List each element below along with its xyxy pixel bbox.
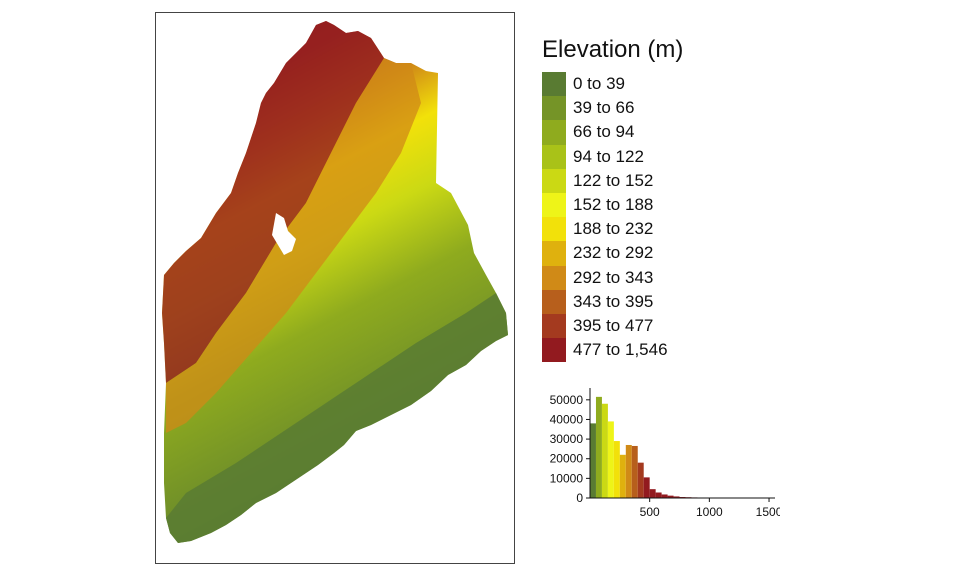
legend-label: 477 to 1,546 [573, 340, 668, 360]
legend-label: 232 to 292 [573, 243, 654, 263]
legend-label: 39 to 66 [573, 98, 635, 118]
legend-item: 66 to 94 [542, 120, 683, 145]
legend-item: 0 to 39 [542, 72, 683, 97]
legend-swatch [542, 241, 566, 266]
histogram-bar [590, 423, 596, 498]
legend-swatch [542, 289, 566, 314]
legend-item: 395 to 477 [542, 313, 683, 339]
legend-swatch [542, 72, 566, 97]
legend-swatch [542, 96, 566, 121]
legend-label: 188 to 232 [573, 219, 654, 239]
legend-label: 0 to 39 [573, 74, 625, 94]
legend-item: 477 to 1,546 [542, 338, 683, 363]
histogram-bar [637, 462, 644, 498]
legend: Elevation (m) 0 to 39 39 to 66 66 to 94 94 … [542, 36, 684, 363]
map-frame [155, 12, 515, 564]
histogram-bar [595, 396, 602, 498]
legend-swatch [542, 144, 566, 169]
legend-label: 152 to 188 [573, 195, 654, 215]
legend-label: 94 to 122 [573, 146, 644, 166]
legend-label: 292 to 343 [573, 267, 654, 287]
y-tick-label: 10000 [550, 471, 584, 485]
western-highlands [162, 21, 384, 383]
x-tick-label: 1000 [696, 505, 723, 519]
legend-item: 343 to 395 [542, 289, 683, 314]
histogram-bar [625, 444, 632, 498]
legend-swatch [542, 313, 566, 339]
y-tick-label: 30000 [550, 432, 584, 446]
x-tick-label: 500 [640, 505, 660, 519]
y-tick-label: 20000 [550, 452, 584, 466]
legend-swatch [542, 217, 566, 242]
histogram-bar [667, 495, 674, 498]
y-tick-label: 40000 [550, 412, 584, 426]
legend-swatch [542, 338, 566, 363]
legend-label: 66 to 94 [573, 122, 635, 142]
histogram-bar [643, 477, 650, 498]
histogram-bar [673, 496, 680, 498]
legend-swatch [542, 265, 566, 290]
elevation-map [162, 21, 508, 543]
legend-item: 152 to 188 [542, 192, 683, 218]
legend-label: 343 to 395 [573, 291, 654, 311]
y-tick-label: 0 [576, 491, 583, 505]
histogram-bar [631, 445, 638, 498]
legend-label: 122 to 152 [573, 170, 654, 190]
histogram-bar [661, 494, 668, 498]
histogram-bar [655, 492, 662, 498]
legend-item: 94 to 122 [542, 144, 683, 169]
moosehead-lake [272, 213, 296, 255]
histogram-bar [607, 421, 614, 498]
histogram-bar [601, 403, 608, 498]
legend-item: 188 to 232 [542, 217, 683, 242]
legend-item: 232 to 292 [542, 241, 683, 266]
legend-title: Elevation (m) [542, 36, 684, 63]
legend-item: 39 to 66 [542, 96, 683, 121]
legend-swatch [542, 168, 566, 193]
legend-label: 395 to 477 [573, 315, 654, 335]
histogram-bar [619, 454, 626, 498]
elevation-histogram: 0 10000 20000 30000 40000 50000 500 1000 1500 [550, 388, 780, 519]
x-tick-label: 1500 [756, 505, 780, 519]
legend-item: 292 to 343 [542, 265, 683, 290]
legend-swatch [542, 192, 566, 218]
legend-swatch [542, 120, 566, 145]
legend-items: 0 to 39 39 to 66 66 to 94 94 to 122 122 to 1… [542, 72, 683, 363]
histogram-bar [649, 489, 656, 498]
legend-item: 122 to 152 [542, 168, 683, 193]
histogram-bar [613, 441, 620, 498]
y-tick-label: 50000 [550, 393, 584, 407]
coastal-lowlands [166, 293, 508, 543]
